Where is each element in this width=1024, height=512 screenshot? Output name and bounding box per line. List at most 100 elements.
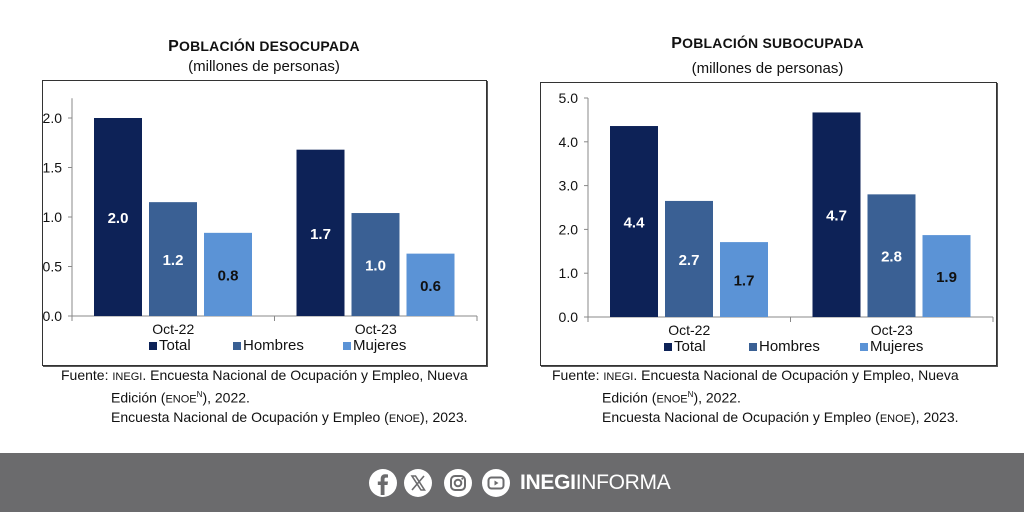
- source-line1: . Encuesta Nacional de Ocupación y Emple…: [142, 367, 468, 383]
- chart-title: POBLACIÓN DESOCUPADA: [42, 38, 486, 56]
- legend-swatch-hombres: [233, 342, 241, 350]
- data-label: 4.4: [624, 215, 646, 232]
- source-org: INEGI: [112, 371, 143, 383]
- chart-frame: [42, 80, 487, 366]
- source-line2: Edición (ENOEN), 2022.: [552, 386, 959, 409]
- source-line3-end: ), 2023.: [420, 408, 468, 425]
- legend-swatch-mujeres: [343, 342, 351, 350]
- youtube-icon: [487, 476, 505, 490]
- brand-bold: INEGI: [520, 471, 576, 494]
- source-line3-end: ), 2023.: [911, 408, 959, 425]
- source-abbr: ENOE: [656, 393, 688, 406]
- y-tick-label: 0.5: [43, 259, 63, 275]
- brand-logo[interactable]: INEGIINFORMA: [520, 471, 671, 495]
- source-line2-end: ), 2022.: [693, 389, 741, 406]
- source-note: Fuente: INEGI. Encuesta Nacional de Ocup…: [61, 367, 468, 428]
- source-abbr: ENOE: [879, 412, 912, 425]
- source-line3: Encuesta Nacional de Ocupación y Empleo …: [552, 409, 959, 428]
- data-label: 0.6: [420, 278, 441, 295]
- y-tick-label: 1.5: [43, 160, 63, 176]
- data-label: 1.2: [163, 252, 184, 269]
- chart-subtitle: (millones de personas): [188, 58, 340, 75]
- source-line3-text: Encuesta Nacional de Ocupación y Empleo …: [602, 408, 880, 425]
- instagram-link[interactable]: [444, 469, 472, 497]
- legend-label: Total: [674, 338, 706, 355]
- source-label: Fuente:: [61, 367, 109, 383]
- bar-hombres: [867, 194, 916, 317]
- source-org: INEGI: [603, 371, 634, 383]
- source-sup: N: [196, 390, 203, 399]
- bar-total: [610, 126, 658, 317]
- legend-label: Hombres: [243, 337, 304, 354]
- legend-swatch-total: [149, 342, 157, 350]
- source-sup: N: [687, 390, 694, 399]
- data-label: 2.8: [881, 249, 902, 266]
- legend-label: Mujeres: [870, 338, 923, 355]
- x-link[interactable]: [404, 469, 432, 497]
- source-line3-text: Encuesta Nacional de Ocupación y Empleo …: [111, 408, 389, 425]
- title-cap: P: [168, 38, 179, 55]
- y-tick-label: 2.0: [43, 110, 63, 126]
- source-line2-end: ), 2022.: [202, 389, 250, 406]
- data-label: 1.7: [310, 226, 331, 243]
- data-label: 4.7: [826, 208, 847, 225]
- data-label: 2.7: [679, 252, 700, 269]
- chart-panel-subocupada: POBLACIÓN SUBOCUPADA (millones de person…: [540, 35, 997, 428]
- instagram-icon: [450, 475, 466, 491]
- x-tick-label: Oct-23: [871, 322, 913, 338]
- data-label: 0.8: [218, 267, 239, 284]
- bar-total: [94, 118, 142, 316]
- x-tick-label: Oct-23: [355, 321, 397, 337]
- title-rest: OBLACIÓN DESOCUPADA: [178, 38, 360, 54]
- title-rest: OBLACIÓN SUBOCUPADA: [682, 35, 864, 51]
- y-tick-label: 0.0: [43, 308, 63, 324]
- chart-frame: [540, 82, 997, 366]
- bar-total: [296, 149, 345, 316]
- y-tick-label: 5.0: [559, 90, 579, 106]
- youtube-link[interactable]: [482, 469, 510, 497]
- bar-total: [812, 112, 861, 317]
- title-cap: P: [671, 35, 683, 52]
- source-abbr: ENOE: [165, 393, 197, 406]
- source-note: Fuente: INEGI. Encuesta Nacional de Ocup…: [552, 367, 959, 428]
- y-tick-label: 1.0: [559, 265, 579, 281]
- source-line2: Edición (ENOEN), 2022.: [61, 386, 468, 409]
- facebook-link[interactable]: [369, 469, 397, 497]
- x-icon: [410, 475, 426, 491]
- data-label: 1.9: [936, 269, 957, 286]
- legend-swatch-mujeres: [860, 343, 868, 351]
- bar-hombres: [149, 202, 197, 316]
- chart-subtitle: (millones de personas): [691, 60, 844, 77]
- bar-mujeres: [406, 253, 455, 316]
- chart-panel-desocupada: POBLACIÓN DESOCUPADA (millones de person…: [0, 0, 520, 430]
- x-tick-label: Oct-22: [152, 321, 194, 337]
- bar-chart-subocupada: 0.0 1.0 2.0 3.0 4.0 5.0 4.4 2.7 1.7 Oct-22 4.7 2.8 1…: [559, 90, 994, 355]
- legend-swatch-hombres: [749, 343, 757, 351]
- footer-bar: INEGIINFORMA: [0, 453, 1024, 512]
- brand-light: INFORMA: [575, 471, 671, 494]
- bar-mujeres: [922, 235, 971, 317]
- bar-mujeres: [720, 242, 768, 317]
- data-label: 2.0: [108, 210, 129, 227]
- source-label: Fuente:: [552, 367, 600, 383]
- chart-title: POBLACIÓN SUBOCUPADA: [540, 35, 995, 53]
- x-tick-label: Oct-22: [668, 322, 710, 338]
- y-tick-label: 0.0: [559, 309, 579, 325]
- facebook-icon: [377, 474, 388, 495]
- y-tick-label: 1.0: [43, 209, 63, 225]
- source-line3: Encuesta Nacional de Ocupación y Empleo …: [61, 409, 468, 428]
- source-abbr: ENOE: [388, 412, 421, 425]
- source-line1: . Encuesta Nacional de Ocupación y Emple…: [633, 367, 959, 383]
- bar-hombres: [665, 200, 713, 317]
- source-line2-text: Edición (: [111, 389, 166, 406]
- legend-label: Mujeres: [353, 337, 406, 354]
- legend-label: Total: [159, 337, 191, 354]
- bar-chart-desocupada: 0.0 0.5 1.0 1.5 2.0 2.0 1.2 0.8 Oct-22 1.7 1.0 0.6 O…: [43, 98, 478, 354]
- legend-label: Hombres: [759, 338, 820, 355]
- bar-hombres: [351, 213, 400, 316]
- source-line2-text: Edición (: [602, 389, 657, 406]
- bar-mujeres: [204, 232, 252, 316]
- legend-swatch-total: [664, 343, 672, 351]
- y-tick-label: 4.0: [559, 134, 579, 150]
- y-tick-label: 2.0: [559, 221, 579, 237]
